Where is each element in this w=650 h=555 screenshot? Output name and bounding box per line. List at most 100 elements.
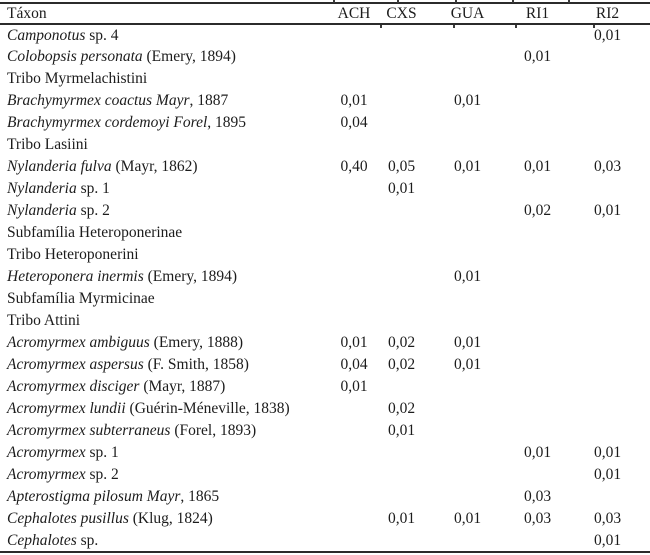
table-row: Acromyrmex disciger (Mayr, 1887) 0,01: [0, 376, 650, 398]
value-cell: [425, 222, 510, 244]
taxon-italic: Acromyrmex ambiguus: [7, 334, 150, 351]
value-cell: [425, 530, 510, 552]
value-cell: [330, 68, 378, 90]
value-cell: [510, 222, 565, 244]
taxon-cell: Brachymyrmex coactus Mayr, 1887: [0, 90, 330, 112]
value-cell: 0,01: [593, 202, 622, 219]
value-cell: [565, 68, 650, 90]
table-row: Acromyrmex ambiguus (Emery, 1888) 0,01 0…: [0, 332, 650, 354]
table-row: Acromyrmex sp. 2 0,01: [0, 464, 650, 486]
value-cell: [425, 376, 510, 398]
value-cell: [565, 288, 650, 310]
value-cell: [510, 288, 565, 310]
taxon-roman: (Emery, 1894): [143, 268, 238, 285]
taxon-roman: sp.: [76, 531, 99, 549]
value-cell: [425, 310, 510, 332]
table-row: Nylanderia sp. 1 0,01: [0, 178, 650, 200]
table-row: Apterostigma pilosum Mayr, 1865 0,03: [0, 486, 650, 508]
value-cell: [510, 68, 565, 90]
value-cell: [425, 112, 510, 134]
value-cell: [330, 288, 378, 310]
value-cell: [565, 332, 650, 354]
taxon-cell: Cephalotes sp.: [0, 530, 330, 552]
value-cell: [378, 112, 425, 134]
taxon-roman: Subfamília Myrmicinae: [7, 290, 155, 307]
taxon-roman: (Emery, 1894): [142, 48, 236, 65]
value-cell: 0,01: [453, 268, 482, 285]
value-cell: [565, 420, 650, 442]
column-header-ri1: RI1: [525, 4, 550, 22]
value-cell: [425, 288, 510, 310]
value-cell: [565, 90, 650, 112]
table-row: Camponotus sp. 4 0,01: [0, 24, 650, 46]
value-cell: [510, 266, 565, 288]
value-cell: [425, 486, 510, 508]
taxon-cell: Tribo Myrmelachistini: [0, 68, 330, 90]
taxon-italic: Acromyrmex lundii: [7, 400, 126, 417]
taxon-roman: (F. Smith, 1858): [143, 356, 249, 373]
table-body: Camponotus sp. 4 0,01 Colobopsis persona…: [0, 24, 650, 552]
value-cell: 0,01: [340, 334, 368, 351]
value-cell: [330, 464, 378, 486]
value-cell: [330, 24, 378, 46]
value-cell: 0,05: [387, 158, 416, 175]
taxon-cell: Nylanderia sp. 1: [0, 178, 330, 200]
table-row: Tribo Myrmelachistini: [0, 68, 650, 90]
value-cell: [330, 244, 378, 266]
value-cell: 0,01: [340, 92, 368, 109]
value-cell: [378, 266, 425, 288]
value-cell: [330, 530, 378, 552]
value-cell: [510, 310, 565, 332]
column-tick: [333, 0, 335, 3]
taxon-roman: sp. 2: [85, 466, 119, 483]
value-cell: [510, 530, 565, 552]
table-row: Cephalotes sp. 0,01: [0, 530, 650, 552]
value-cell: 0,01: [387, 180, 416, 197]
taxon-italic: Acromyrmex aspersus: [7, 356, 144, 373]
value-cell: [425, 68, 510, 90]
value-cell: [378, 46, 425, 68]
value-cell: [378, 24, 425, 46]
value-cell: [565, 266, 650, 288]
taxon-italic: Camponotus: [7, 26, 86, 44]
value-cell: [510, 244, 565, 266]
value-cell: [378, 244, 425, 266]
value-cell: 0,04: [340, 356, 368, 373]
value-cell: 0,04: [340, 114, 368, 131]
column-tick: [593, 25, 595, 28]
table-row: Tribo Lasiini: [0, 134, 650, 156]
value-cell: 0,02: [387, 400, 416, 417]
taxon-italic: Acromyrmex disciger: [7, 378, 140, 395]
table-row: Nylanderia sp. 2 0,02 0,01: [0, 200, 650, 222]
taxon-roman: (Emery, 1888): [149, 334, 244, 351]
taxon-roman: , 1865: [180, 488, 220, 505]
table-row: Brachymyrmex coactus Mayr, 1887 0,01 0,0…: [0, 90, 650, 112]
value-cell: [510, 354, 565, 376]
value-cell: 0,01: [593, 26, 622, 44]
table-row: Tribo Attini: [0, 310, 650, 332]
value-cell: [378, 90, 425, 112]
taxon-italic: Nylanderia: [7, 202, 77, 219]
value-cell: [330, 222, 378, 244]
value-cell: [378, 134, 425, 156]
value-cell: 0,03: [593, 158, 622, 175]
value-cell: [330, 508, 378, 530]
taxon-cell: Camponotus sp. 4: [0, 24, 330, 46]
value-cell: [425, 200, 510, 222]
taxon-cell: Acromyrmex sp. 2: [0, 464, 330, 486]
taxon-cell: Subfamília Myrmicinae: [0, 288, 330, 310]
value-cell: 0,01: [453, 92, 482, 109]
value-cell: [378, 486, 425, 508]
value-cell: 0,02: [523, 202, 552, 219]
table-row: Colobopsis personata (Emery, 1894) 0,01: [0, 46, 650, 68]
table-row: Acromyrmex subterraneus (Forel, 1893) 0,…: [0, 420, 650, 442]
value-cell: [425, 420, 510, 442]
table-row: Subfamília Heteroponerinae: [0, 222, 650, 244]
table-row: Brachymyrmex cordemoyi Forel, 1895 0,04: [0, 112, 650, 134]
value-cell: [565, 354, 650, 376]
value-cell: [378, 442, 425, 464]
table-row: Subfamília Myrmicinae: [0, 288, 650, 310]
column-tick: [568, 0, 570, 3]
table-row: Acromyrmex sp. 1 0,01 0,01: [0, 442, 650, 464]
value-cell: [425, 464, 510, 486]
